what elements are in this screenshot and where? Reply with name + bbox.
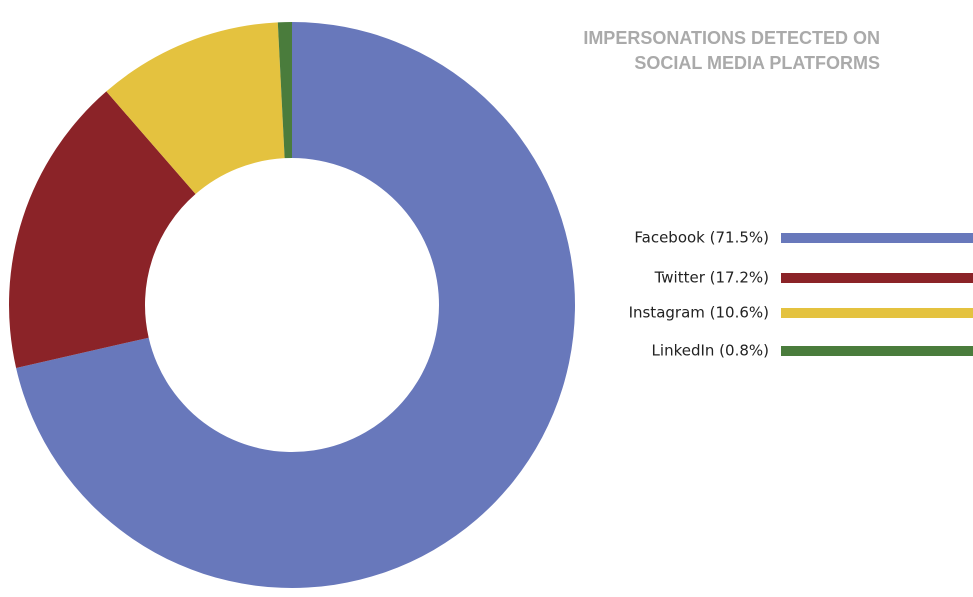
legend-swatch <box>781 346 973 356</box>
legend-swatch <box>781 308 973 318</box>
legend-label: Facebook (71.5%) <box>634 229 769 247</box>
donut-slice <box>9 91 196 368</box>
legend-label: LinkedIn (0.8%) <box>652 342 769 360</box>
chart-title: IMPERSONATIONS DETECTED ON SOCIAL MEDIA … <box>583 28 880 73</box>
donut-slice <box>106 22 285 195</box>
donut-slice <box>277 22 292 159</box>
legend-swatch <box>781 233 973 243</box>
legend-label: Twitter (17.2%) <box>654 269 769 287</box>
legend-label: Instagram (10.6%) <box>629 304 769 322</box>
donut-slice <box>16 22 576 588</box>
legend-swatch <box>781 273 973 283</box>
